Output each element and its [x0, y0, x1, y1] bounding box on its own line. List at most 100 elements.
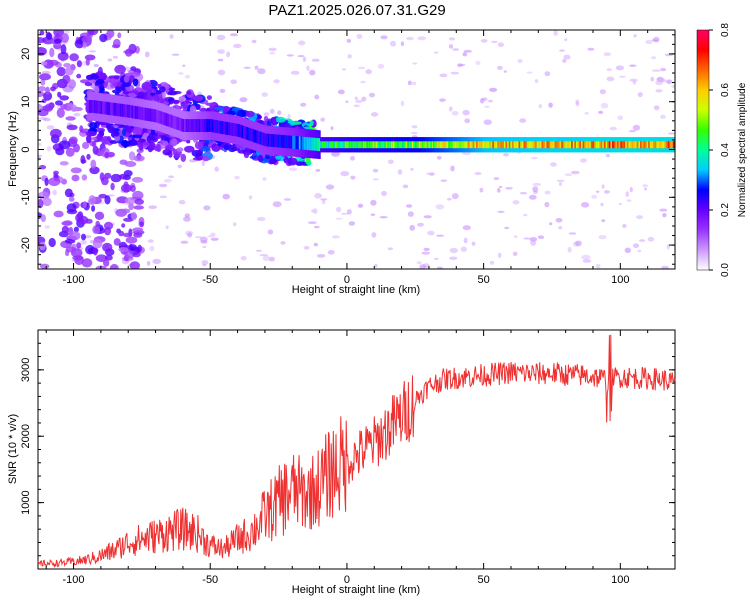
spectrogram-noise-blob [595, 263, 601, 269]
spectrogram-ridge-core [435, 141, 438, 149]
spectrogram-noise-blob [309, 69, 316, 76]
spectrogram-noise-blob [99, 33, 108, 43]
spectrogram-blob [217, 140, 222, 147]
spectrogram-noise-blob [423, 215, 432, 219]
spectrogram-ridge-core [577, 141, 580, 149]
spectrogram-ridge-core [618, 141, 621, 149]
spectrogram-ridge-core [211, 119, 215, 133]
spectrogram-ridge-core [412, 141, 415, 149]
spectrogram-ridge-core [539, 141, 543, 149]
spectrogram-ridge-core [431, 141, 434, 149]
spectrogram-blob [128, 139, 138, 146]
spectrogram-noise-blob [374, 264, 378, 268]
spectrogram-noise-blob [88, 195, 96, 205]
spectrogram-ridge-core [180, 118, 183, 132]
spectrogram-noise-blob [133, 155, 145, 162]
spectrogram-ridge-core [129, 105, 133, 118]
spectrogram-noise-blob [76, 73, 82, 79]
spectrogram-noise-blob [410, 131, 418, 135]
spectrogram-ridge-core [241, 125, 244, 139]
spectrogram-ridge-core [384, 141, 387, 149]
spectrogram-noise-blob [632, 80, 637, 85]
spectrogram-noise-blob [68, 102, 74, 108]
x-tick-label: -100 [63, 274, 85, 286]
spectrogram-noise-blob [387, 247, 393, 251]
spectrogram-noise-blob [357, 66, 366, 70]
spectrogram-noise-blob [90, 159, 97, 169]
spectrogram-ridge-core [220, 120, 223, 134]
spectrogram-noise-blob [169, 34, 174, 39]
spectrogram-noise-blob [537, 235, 545, 239]
spectrogram-ridge-core [139, 106, 142, 120]
spectrogram-ridge-core [603, 141, 607, 149]
spectrogram-ridge-core [259, 131, 262, 145]
spectrogram-ridge-core [357, 141, 361, 149]
spectrogram-ridge-core [348, 141, 351, 149]
spectrogram-noise-blob [570, 170, 580, 175]
spectrogram-ridge-core [169, 114, 172, 128]
spectrogram-noise-blob [582, 259, 592, 263]
spectrogram-noise-blob [94, 211, 105, 220]
spectrogram-noise-blob [534, 79, 539, 84]
spectrogram-noise-blob [256, 249, 262, 252]
spectrogram-noise-blob [132, 190, 144, 200]
spectrogram-noise-blob [119, 159, 128, 165]
spectrogram-noise-blob [354, 96, 358, 100]
spectrogram-noise-blob [184, 74, 191, 79]
spectrogram-noise-blob [103, 259, 110, 267]
spectrogram-ridge-core [124, 104, 128, 118]
spectrogram-noise-blob [341, 68, 347, 71]
spectrogram-blob [111, 89, 122, 94]
spectrogram-ridge-core [147, 108, 151, 122]
spectrogram-noise-blob [111, 44, 121, 49]
spectrogram-ridge-core [282, 135, 285, 148]
spectrogram-ridge-core [387, 141, 390, 149]
spectrogram-noise-blob [355, 99, 363, 103]
spectrogram-noise-blob [402, 184, 409, 189]
spectrogram-noise-blob [41, 98, 47, 104]
spectrogram-ridge-core [165, 113, 169, 127]
spectrogram-noise-blob [273, 79, 280, 84]
spectrogram-noise-blob [38, 142, 42, 147]
colorbar: 0.0 0.2 0.4 0.6 0.8 Normalized spectral ampl… [696, 23, 748, 277]
spectrogram-noise-blob [462, 52, 468, 57]
spectrogram-ridge-core [569, 141, 572, 149]
spectrogram-ridge-core [446, 141, 449, 149]
spectrogram-ridge-core [323, 141, 326, 149]
spectrogram-noise-blob [85, 58, 90, 66]
spectrogram-ridge-core [213, 119, 216, 133]
spectrogram-ridge-core [590, 141, 593, 149]
spectrogram-noise-blob [316, 254, 326, 258]
spectrogram-ridge-core [390, 141, 393, 149]
spectrogram-blob [127, 137, 133, 141]
spectrogram-noise-blob [365, 69, 372, 75]
spectrogram-ridge-core [517, 141, 520, 149]
spectrogram-noise-blob [449, 256, 458, 260]
spectrogram-noise-blob [70, 167, 82, 174]
spectrogram-ridge-core [584, 141, 587, 149]
spectrogram-ridge-core [595, 141, 598, 149]
colorbar-gradient [696, 29, 710, 271]
spectrogram-noise-blob [653, 105, 660, 111]
spectrogram-noise-blob [129, 261, 140, 269]
spectrogram-ridge-core [228, 122, 231, 136]
spectrogram-ridge-core [300, 136, 303, 150]
spectrogram-ridge-core [513, 141, 516, 149]
spectrogram-noise-blob [76, 242, 82, 249]
spectrogram-ridge-core [134, 106, 137, 119]
spectrogram-blob [180, 153, 187, 162]
spectrogram-noise-blob [147, 260, 151, 266]
spectrogram-noise-blob [314, 193, 322, 199]
spectrogram-ridge-core [444, 141, 447, 149]
spectrogram-noise-blob [40, 214, 47, 223]
spectrogram-noise-blob [81, 258, 93, 268]
spectrogram-ridge-core [264, 133, 267, 147]
spectrogram-noise-blob [159, 195, 167, 199]
spectrogram-ridge-core [197, 119, 200, 132]
spectrogram-blob [243, 151, 250, 159]
spectrogram-noise-blob [149, 246, 155, 251]
spectrogram-ridge-core [625, 141, 628, 149]
spectrogram-blob [142, 141, 150, 146]
spectrogram-ridge-core [474, 141, 477, 149]
spectrogram-noise-blob [110, 182, 115, 191]
